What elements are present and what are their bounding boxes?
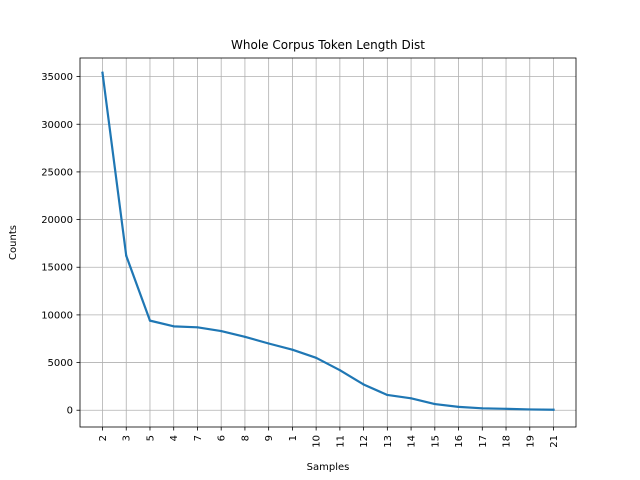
- x-tick-label: 18: [502, 435, 513, 448]
- y-tick-label: 0: [67, 406, 73, 417]
- data-point: [148, 319, 152, 322]
- x-axis: 2 3 5 4 7 6 8 9 1 10 11 12 13 14 15 16 17 18 19 21: [98, 427, 560, 448]
- x-tick-label: 6: [217, 435, 228, 441]
- data-point: [481, 407, 484, 410]
- x-tick-label: 17: [478, 435, 489, 448]
- x-tick-label: 7: [193, 435, 204, 441]
- y-tick-label: 20000: [41, 215, 73, 226]
- y-axis: 0 5000 10000 15000 20000 25000 30000 35000: [41, 72, 80, 417]
- data-point: [386, 393, 389, 397]
- grid-lines: [80, 58, 576, 427]
- series-line: [101, 71, 555, 411]
- y-tick-label: 5000: [48, 358, 73, 369]
- x-tick-label: 10: [312, 435, 323, 448]
- series-layer: [101, 71, 555, 411]
- y-tick-label: 10000: [41, 310, 73, 321]
- x-tick-label: 8: [240, 435, 251, 441]
- data-point: [552, 408, 555, 411]
- data-point: [172, 325, 175, 328]
- x-tick-label: 11: [335, 435, 346, 448]
- data-point: [291, 348, 294, 351]
- data-point: [125, 254, 128, 257]
- x-tick-label: 1: [288, 435, 299, 441]
- y-axis-label: Counts: [8, 225, 19, 260]
- data-point: [267, 342, 270, 345]
- data-point: [433, 402, 436, 406]
- data-point: [504, 407, 508, 410]
- x-tick-label: 12: [359, 435, 370, 448]
- data-point: [315, 356, 318, 359]
- x-tick-label: 15: [430, 435, 441, 448]
- data-point: [409, 397, 413, 400]
- x-tick-label: 16: [454, 435, 465, 448]
- chart-title: Whole Corpus Token Length Dist: [231, 38, 425, 52]
- x-tick-label: 2: [98, 435, 109, 441]
- x-tick-label: 13: [383, 435, 394, 448]
- data-point: [362, 383, 365, 386]
- plot-frame: [79, 57, 577, 428]
- data-point: [457, 405, 460, 408]
- y-tick-label: 15000: [41, 263, 73, 274]
- x-tick-label: 4: [169, 435, 180, 441]
- x-tick-label: 3: [122, 435, 133, 441]
- x-tick-label: 21: [549, 435, 560, 448]
- data-point: [101, 71, 104, 74]
- y-tick-label: 35000: [41, 72, 73, 83]
- data-point: [196, 326, 199, 329]
- x-tick-label: 9: [264, 435, 275, 441]
- x-axis-label: Samples: [307, 462, 350, 473]
- data-point: [243, 335, 247, 338]
- x-tick-label: 14: [407, 435, 418, 448]
- x-tick-label: 19: [525, 435, 536, 448]
- data-point: [528, 408, 531, 411]
- data-point: [338, 369, 341, 372]
- y-tick-label: 25000: [41, 167, 73, 178]
- y-tick-label: 30000: [41, 120, 73, 131]
- data-point: [220, 330, 223, 333]
- x-tick-label: 5: [145, 435, 156, 441]
